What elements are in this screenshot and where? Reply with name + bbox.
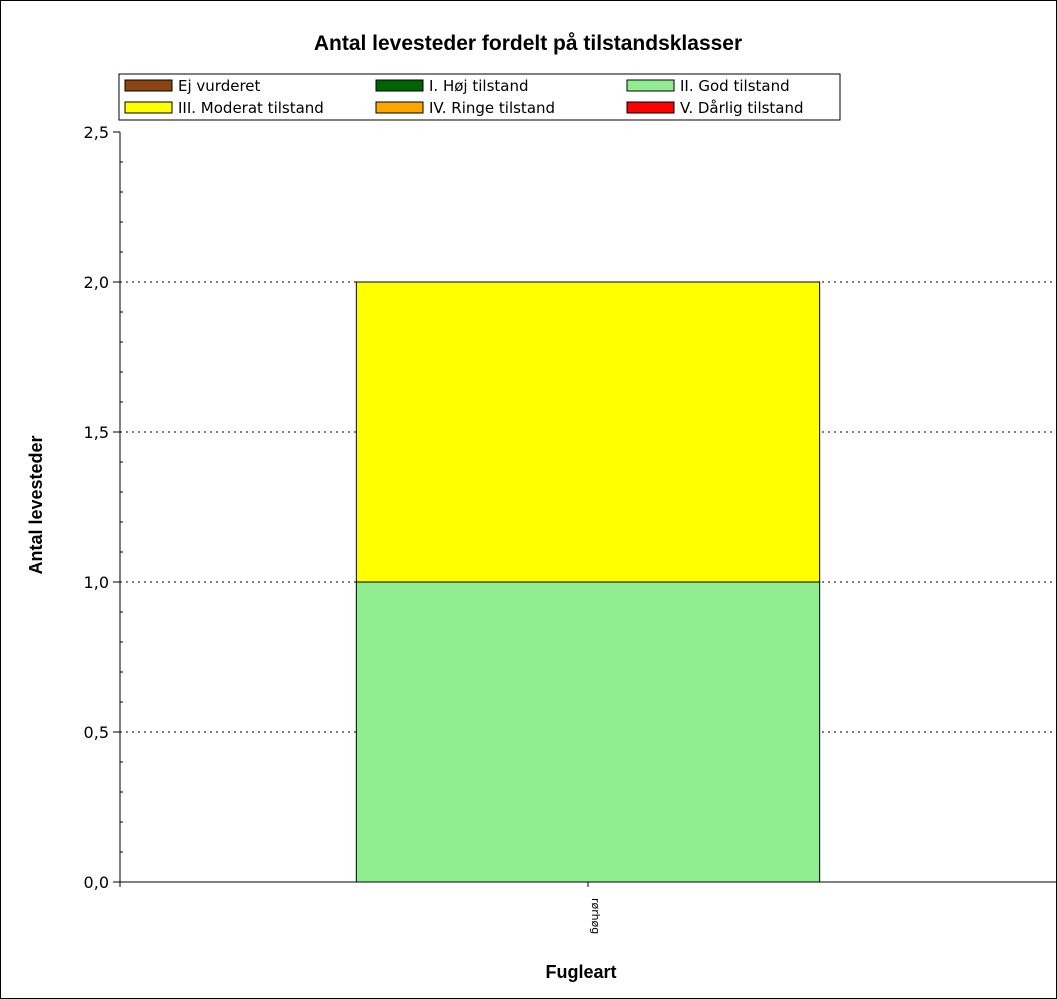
x-axis-label: Fugleart [545, 962, 616, 982]
bars: rørhøg [355, 281, 821, 934]
legend-swatch [626, 79, 675, 92]
y-axis-label: Antal levesteder [26, 435, 46, 574]
legend-item: IV. Ringe tilstand [375, 99, 555, 117]
y-tick-label: 0,5 [84, 723, 109, 742]
legend-swatch [375, 79, 424, 92]
bar-segment [355, 281, 821, 583]
legend-swatch [124, 79, 173, 92]
legend-label: I. Høj tilstand [429, 77, 529, 95]
legend-swatch [124, 101, 173, 114]
y-tick-label: 1,5 [84, 423, 109, 442]
legend-label: III. Moderat tilstand [178, 99, 324, 117]
x-tick-label: rørhøg [589, 898, 602, 934]
legend-swatch [375, 101, 424, 114]
legend-item: I. Høj tilstand [375, 77, 529, 95]
y-ticks: 0,0 0,5 1,0 1,5 2,0 2,5 [84, 123, 589, 892]
y-tick-label: 2,0 [84, 273, 109, 292]
legend-item: III. Moderat tilstand [124, 99, 324, 117]
legend-box [118, 73, 841, 121]
legend-label: II. God tilstand [680, 77, 790, 95]
y-tick-label: 2,5 [84, 123, 109, 142]
y-tick-label: 0,0 [84, 873, 109, 892]
legend-label: Ej vurderet [178, 77, 261, 95]
legend-label: IV. Ringe tilstand [429, 99, 555, 117]
bar-segment [355, 581, 821, 883]
legend-item: V. Dårlig tilstand [626, 99, 804, 117]
legend-item: II. God tilstand [626, 77, 790, 95]
legend-item: Ej vurderet [124, 77, 261, 95]
legend-swatch [626, 101, 675, 114]
legend-label: V. Dårlig tilstand [680, 99, 804, 117]
chart-title: Antal levesteder fordelt på tilstandskla… [314, 32, 742, 55]
y-tick-label: 1,0 [84, 573, 109, 592]
legend: Ej vurderet I. Høj tilstand II. God tilsta… [118, 73, 841, 121]
